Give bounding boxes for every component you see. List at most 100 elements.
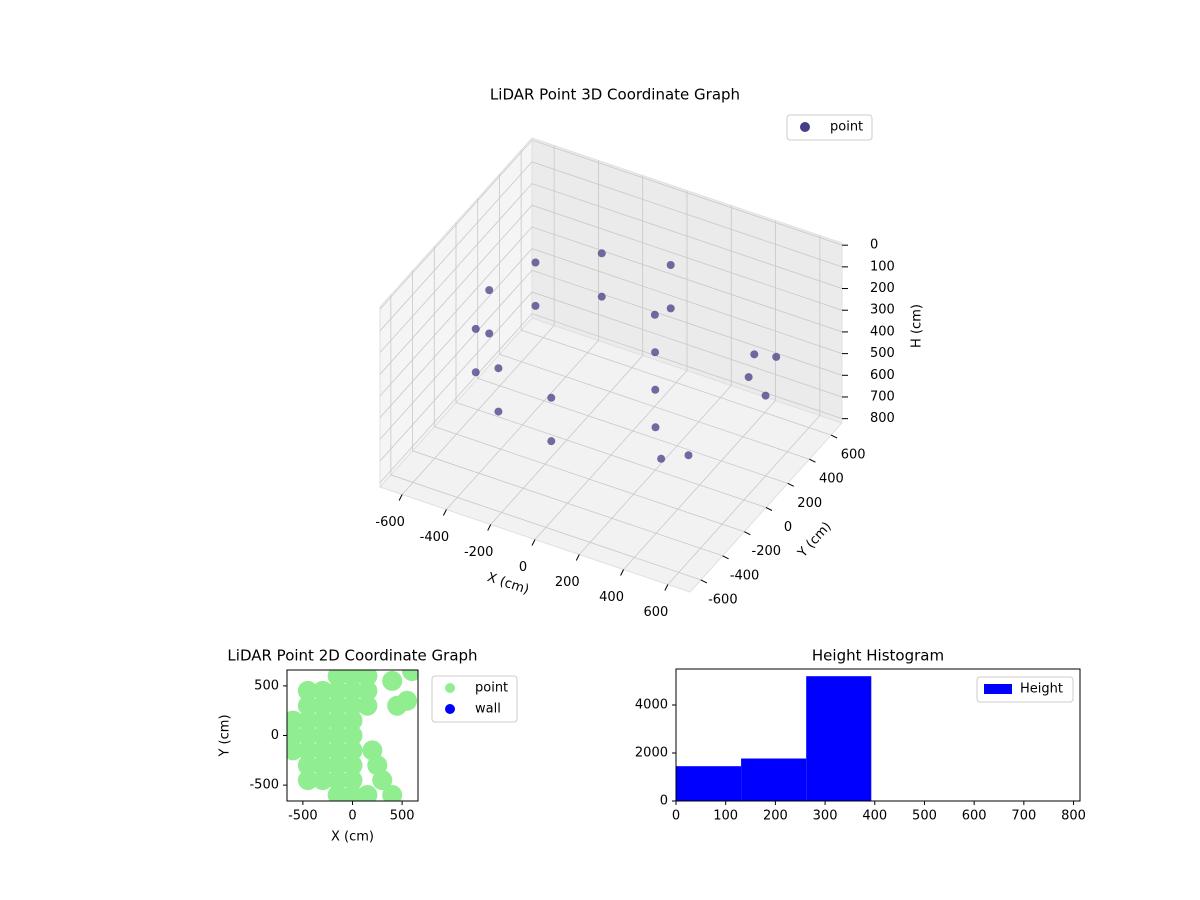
grid-line: [623, 220, 776, 570]
legend-marker: [445, 683, 455, 693]
x-tick-label: 800: [1061, 809, 1086, 824]
point: [327, 695, 348, 716]
point: [312, 680, 333, 701]
x-tick-label: 600: [962, 809, 987, 824]
point: [597, 292, 606, 301]
point: [397, 690, 418, 711]
y-tick: [700, 579, 708, 584]
point: [297, 740, 318, 761]
point: [342, 670, 363, 686]
point: [312, 725, 333, 746]
point: [650, 310, 659, 319]
grid-line: [379, 204, 843, 375]
point: [312, 755, 333, 776]
grid-line: [412, 270, 723, 557]
point: [327, 725, 348, 746]
y-tick-label: 4000: [635, 698, 668, 713]
point: [382, 785, 403, 801]
grid-line: [534, 190, 688, 540]
grid-line: [477, 198, 788, 484]
grid-line: [390, 294, 701, 581]
point: [651, 423, 660, 432]
point: [297, 725, 318, 746]
point: [357, 670, 378, 686]
y-tick-label: 500: [254, 678, 279, 693]
point: [651, 385, 660, 394]
point: [327, 670, 348, 686]
x-tick-label: 500: [390, 809, 415, 824]
point: [327, 740, 348, 761]
point: [494, 364, 503, 373]
point: [287, 725, 303, 746]
point: [547, 393, 556, 402]
x-tick: [531, 539, 536, 546]
bar: [676, 766, 742, 801]
grid-line: [379, 291, 843, 462]
x-tick-label: 0: [519, 560, 527, 575]
chart-title: LiDAR Point 3D Coordinate Graph: [490, 86, 740, 104]
y-tick-label: 0: [660, 794, 668, 809]
y-axis-label: Y (cm): [795, 519, 835, 561]
point: [297, 710, 318, 731]
grid-line: [379, 269, 843, 440]
bar: [806, 676, 872, 801]
point: [342, 680, 363, 701]
y-tick: [765, 507, 773, 511]
y-tick: [809, 458, 816, 463]
y-tick-label: 400: [819, 472, 844, 487]
legend-marker: [800, 122, 810, 132]
point: [485, 329, 494, 338]
x-tick: [620, 569, 625, 576]
x-axis-label: X (cm): [331, 830, 374, 845]
grid-line: [379, 248, 843, 418]
point: [287, 740, 303, 761]
x-tick-label: 400: [599, 590, 624, 605]
legend-marker: [445, 704, 455, 714]
point: [297, 755, 318, 776]
point: [297, 695, 318, 716]
point: [547, 437, 556, 446]
x-tick-label: 300: [813, 809, 838, 824]
y-tick: [722, 555, 729, 560]
z-tick-label: 800: [870, 411, 895, 426]
legend-label: Height: [1020, 682, 1063, 697]
point: [666, 260, 675, 269]
z-axis-label: H (cm): [910, 304, 925, 348]
grid-line: [379, 226, 843, 397]
y-tick-label: -500: [249, 778, 279, 793]
point: [327, 680, 348, 701]
plot-area: [287, 670, 418, 801]
z-tick-label: 500: [870, 346, 895, 361]
y-tick-label: 2000: [635, 746, 668, 761]
grid-line: [433, 246, 745, 533]
chart-title: Height Histogram: [812, 647, 944, 665]
y-axis-label: Y (cm): [218, 714, 233, 757]
x-tick-label: 400: [862, 809, 887, 824]
point: [312, 740, 333, 761]
x-tick-label: 200: [763, 809, 788, 824]
x-tick-label: 600: [643, 605, 668, 620]
legend-label: wall: [475, 702, 501, 717]
point: [531, 301, 540, 310]
point: [342, 725, 363, 746]
x-tick-label: 700: [1011, 809, 1036, 824]
point: [357, 680, 378, 701]
point: [327, 710, 348, 731]
bar: [741, 758, 807, 801]
point: [342, 755, 363, 776]
axes-frame: [675, 668, 1081, 802]
point: [382, 670, 403, 691]
x-tick-label: 200: [555, 575, 580, 590]
x-tick-label: -200: [464, 545, 494, 560]
z-tick-label: 200: [870, 281, 895, 296]
point: [402, 670, 418, 681]
grid-line: [446, 160, 599, 510]
point: [297, 680, 318, 701]
x-tick-label: 0: [672, 809, 680, 824]
x-tick-label: 500: [912, 809, 937, 824]
grid-line: [490, 175, 644, 525]
z-tick-label: 100: [870, 259, 895, 274]
grid-line: [379, 161, 843, 332]
point: [312, 770, 333, 791]
